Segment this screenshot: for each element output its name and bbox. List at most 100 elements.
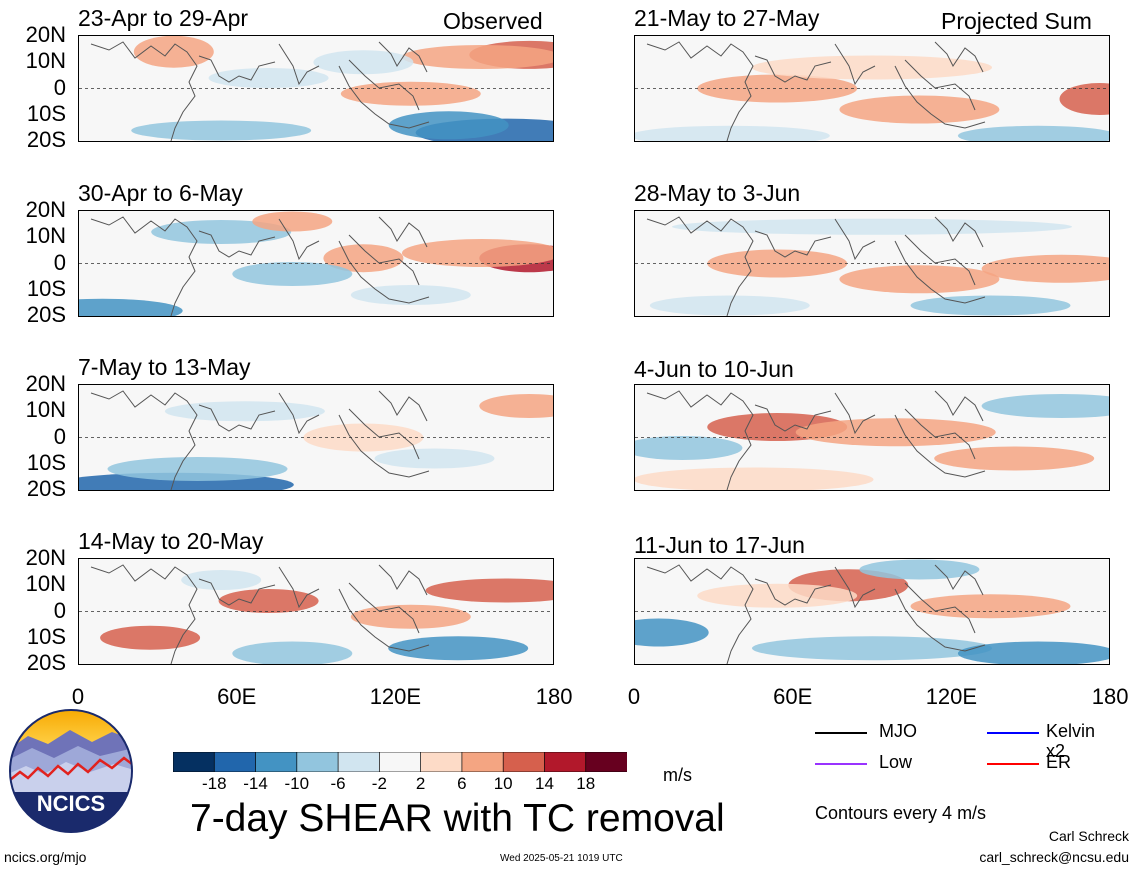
panel-title-7: 4-Jun to 10-Jun: [634, 356, 794, 382]
shear-anomaly: [910, 594, 1071, 619]
panel-title-3: 7-May to 13-May: [78, 354, 251, 380]
coastline: [646, 41, 986, 141]
x-tick-label: 0: [71, 684, 85, 709]
colorbar-swatch: [502, 751, 546, 773]
map-panel-3: [78, 384, 554, 491]
y-tick-label: 20S: [26, 302, 66, 327]
legend-swatch-mjo: [815, 732, 867, 734]
colorbar-tick-label: -6: [330, 774, 346, 793]
map-panel-2: [78, 210, 554, 317]
shear-anomaly: [672, 218, 1072, 235]
panel-title-1: 23-Apr to 29-Apr: [78, 5, 249, 31]
shear-field: [635, 390, 1109, 490]
colorbar-swatch: [296, 751, 339, 773]
colorbar-swatch: [585, 751, 628, 773]
legend-label-er: ER: [1046, 752, 1072, 772]
colorbar-tick-label: 10: [493, 774, 513, 793]
coastline: [646, 564, 986, 664]
y-tick-label: 0: [53, 423, 66, 449]
y-tick-label: 10N: [25, 397, 66, 423]
coastline: [90, 390, 430, 490]
y-tick-label: 20S: [26, 650, 66, 675]
y-tick-label: 10N: [25, 48, 66, 74]
x-tick-label: 60E: [773, 684, 813, 709]
panel-title-4: 14-May to 20-May: [78, 528, 264, 554]
shear-field: [79, 36, 553, 141]
y-tick-label: 20N: [25, 22, 66, 47]
shear-anomaly: [107, 457, 288, 481]
shear-anomaly: [425, 578, 553, 603]
shear-anomaly: [981, 394, 1109, 418]
x-tick-label: 0: [627, 684, 641, 709]
shear-anomaly: [910, 295, 1071, 316]
shear-anomaly: [232, 262, 353, 286]
coastline: [90, 216, 430, 316]
logo-text: NCICS: [37, 791, 105, 816]
line-legend: MJO Kelvin x2 Low ER: [815, 720, 1115, 780]
shear-field: [79, 211, 553, 316]
shear-field: [635, 216, 1109, 316]
colorbar-swatch: [213, 751, 257, 773]
x-tick-label: 180: [1091, 684, 1129, 709]
x-tick-label: 60E: [217, 684, 257, 709]
shear-anomaly: [323, 244, 404, 273]
shear-anomaly: [957, 641, 1109, 664]
shear-field: [79, 390, 553, 490]
colorbar-swatches: [172, 751, 628, 773]
y-tick-label: 0: [53, 597, 66, 623]
y-tick-label: 0: [53, 74, 66, 100]
y-tick-label: 10S: [26, 275, 66, 301]
legend-line: [987, 763, 1039, 765]
colorbar-tick-label: 2: [415, 774, 426, 793]
shear-field: [635, 559, 1109, 664]
map-panel-8: [634, 558, 1110, 665]
colorbar-tick-label: -14: [243, 774, 268, 793]
colorbar: [172, 751, 628, 773]
shear-anomaly: [697, 583, 858, 608]
shear-anomaly: [401, 45, 553, 69]
shear-field: [79, 564, 553, 664]
coastline: [646, 216, 986, 316]
shear-anomaly: [839, 95, 1000, 124]
colorbar-swatch: [379, 751, 422, 773]
shear-anomaly: [752, 636, 992, 661]
site-link[interactable]: ncics.org/mjo: [4, 849, 87, 865]
legend-label-kelvin: Kelvin x2: [1046, 721, 1096, 761]
author: Carl Schreck: [1048, 828, 1129, 844]
observed-label: Observed: [443, 8, 543, 34]
contours-note: Contours every 4 m/s: [815, 803, 987, 823]
projected-label: Projected Sum: [941, 8, 1092, 34]
colorbar-swatch: [172, 751, 216, 773]
ncics-logo: NCICS: [8, 708, 134, 834]
colorbar-tick-label: -2: [371, 774, 387, 793]
shear-anomaly: [981, 254, 1109, 283]
colorbar-swatch: [337, 751, 381, 773]
colorbar-tick-label: -18: [201, 774, 227, 793]
colorbar-swatch: [420, 751, 463, 773]
shear-field: [635, 41, 1109, 141]
shear-anomaly: [218, 589, 319, 613]
shear-anomaly: [208, 68, 329, 88]
map-panel-7: [634, 384, 1110, 491]
y-tick-label: 10N: [25, 223, 66, 249]
legend-swatch-low: [815, 763, 867, 765]
shear-anomaly: [957, 125, 1109, 141]
shear-anomaly: [100, 625, 201, 650]
coastline: [90, 41, 430, 141]
shear-anomaly: [697, 74, 858, 103]
author-email[interactable]: carl_schreck@ncsu.edu: [979, 849, 1129, 865]
coastline: [90, 564, 430, 664]
shear-anomaly: [313, 50, 414, 75]
colorbar-tick-label: -10: [284, 774, 310, 793]
shear-anomaly: [795, 418, 996, 447]
legend-line: [815, 732, 867, 734]
shear-anomaly: [164, 401, 325, 422]
y-tick-label: 10S: [26, 623, 66, 649]
timestamp: Wed 2025-05-21 1019 UTC: [500, 853, 623, 864]
units-label: m/s: [663, 765, 692, 785]
y-tick-label: 20N: [25, 371, 66, 396]
shear-anomaly: [79, 298, 183, 316]
shear-anomaly: [252, 211, 333, 232]
y-tick-label: 20S: [26, 476, 66, 501]
x-tick-label: 120E: [925, 684, 978, 709]
